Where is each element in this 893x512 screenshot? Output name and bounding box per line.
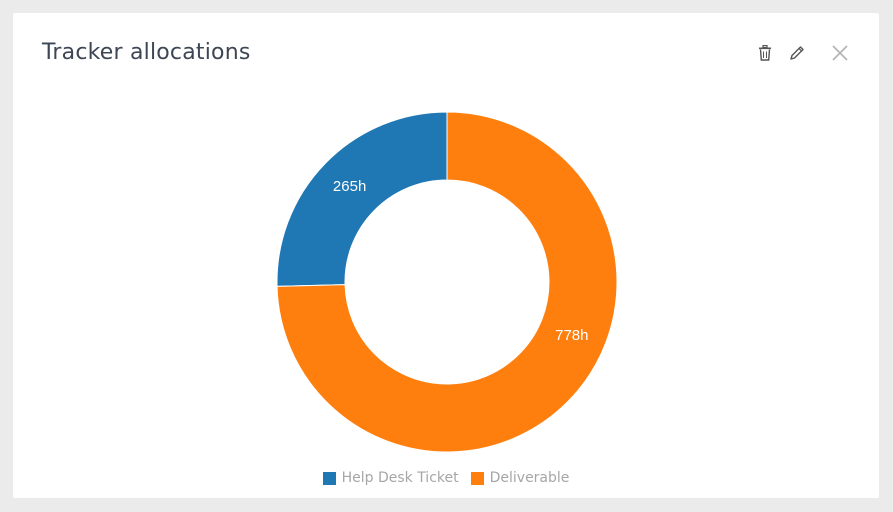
chart-legend: Help Desk Ticket Deliverable: [13, 470, 879, 486]
legend-swatch: [470, 471, 484, 485]
legend-item-help-desk-ticket[interactable]: Help Desk Ticket: [322, 470, 459, 486]
trash-icon: [759, 45, 771, 61]
slice-label-help-desk-ticket: 265h: [333, 178, 366, 195]
slice-deliverable[interactable]: [276, 111, 618, 453]
widget-card: Tracker allocations 265h 778h Help Desk T…: [13, 13, 879, 498]
widget-title: Tracker allocations: [42, 40, 251, 65]
delete-button[interactable]: [753, 41, 777, 65]
slice-help-desk-ticket[interactable]: [276, 111, 448, 287]
legend-label: Deliverable: [489, 470, 570, 486]
pencil-icon: [790, 46, 804, 60]
close-button[interactable]: [828, 41, 852, 65]
close-icon: [832, 45, 848, 61]
slice-label-deliverable: 778h: [555, 327, 588, 344]
donut-chart: 265h 778h: [276, 111, 618, 453]
legend-label: Help Desk Ticket: [341, 470, 459, 486]
edit-button[interactable]: [785, 41, 809, 65]
legend-item-deliverable[interactable]: Deliverable: [470, 470, 570, 486]
legend-swatch: [322, 471, 336, 485]
